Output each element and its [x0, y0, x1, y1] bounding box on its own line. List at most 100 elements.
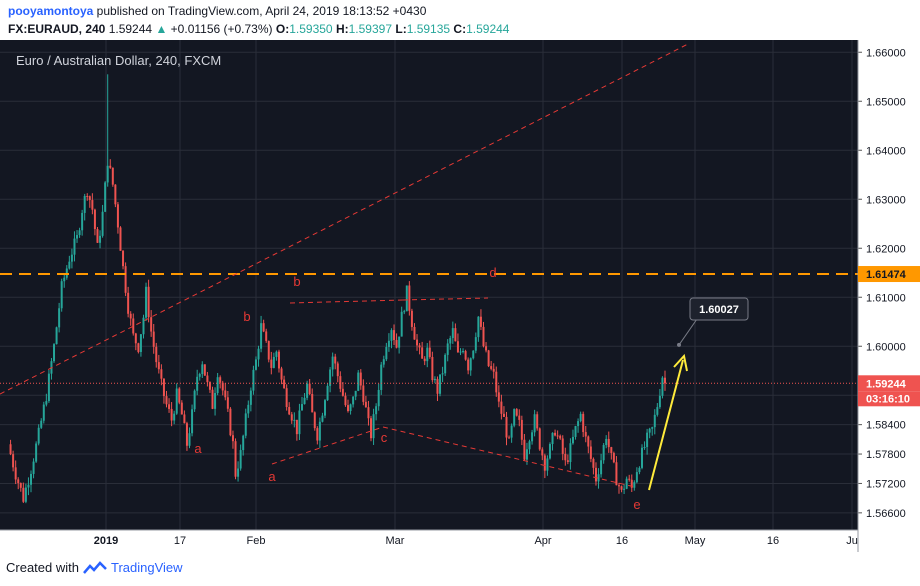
tradingview-brand[interactable]: TradingView	[110, 560, 183, 575]
candle-body	[564, 453, 567, 461]
chart-container[interactable]: a b a b c d e 1.60027 1.66000 1.65000 1.64000 1.63…	[0, 40, 920, 552]
yellow-arrow-shaft	[648, 359, 684, 491]
candle-body	[433, 378, 436, 381]
candle-body	[390, 330, 393, 341]
candle-body	[122, 250, 125, 267]
candle-body	[362, 385, 365, 402]
high-value: 1.59397	[348, 22, 393, 36]
x-tick-label: May	[685, 535, 706, 547]
candle-body	[35, 443, 38, 462]
candle-body	[589, 446, 592, 459]
candle-body	[367, 407, 370, 419]
candle-body	[592, 458, 595, 468]
candle-body	[68, 261, 71, 269]
candle-body	[173, 413, 176, 421]
candle-body	[633, 482, 636, 488]
candle-body	[416, 339, 419, 346]
x-tick-label: Feb	[247, 535, 266, 547]
open-value: 1.59350	[289, 22, 333, 36]
candle-body	[569, 443, 572, 463]
candle-body	[22, 487, 25, 502]
candle-body	[129, 313, 132, 319]
candle-body	[63, 277, 66, 282]
candle-body	[651, 427, 654, 429]
wave-label: c	[381, 430, 388, 445]
candle-body	[646, 432, 649, 448]
candle-body	[37, 427, 40, 444]
candle-body	[277, 351, 280, 369]
yellow-arrow-head	[673, 353, 688, 372]
candle-body	[612, 453, 615, 463]
candle-body	[260, 323, 263, 349]
candle-body	[201, 364, 204, 374]
candle-body	[382, 359, 385, 365]
candle-body	[347, 405, 350, 412]
price-chart[interactable]: a b a b c d e 1.60027 1.66000 1.65000 1.64000 1.63…	[0, 40, 920, 552]
candle-body	[147, 286, 150, 318]
candle-body	[208, 382, 211, 390]
candle-body	[377, 389, 380, 407]
candle-body	[380, 364, 383, 390]
candle-body	[206, 375, 209, 383]
candle-body	[293, 419, 296, 421]
candle-body	[109, 165, 112, 168]
high-label: H:	[335, 22, 349, 36]
candle-body	[625, 478, 628, 489]
candle-body	[272, 356, 275, 368]
candle-body	[400, 311, 403, 337]
candle-body	[364, 401, 367, 408]
candle-body	[203, 364, 206, 376]
candle-body	[617, 485, 620, 487]
candle-body	[559, 435, 562, 439]
candle-body	[247, 404, 250, 414]
candle-body	[211, 389, 214, 409]
candle-body	[127, 292, 130, 314]
candle-body	[469, 358, 472, 371]
candle-body	[441, 373, 444, 375]
candle-body	[439, 374, 442, 394]
candle-body	[216, 377, 219, 394]
candle-body	[111, 167, 114, 185]
candle-body	[421, 347, 424, 359]
y-tick-label: 1.62000	[866, 243, 906, 255]
candle-body	[500, 401, 503, 414]
candle-body	[525, 449, 528, 460]
callout-text: 1.60027	[699, 304, 739, 316]
countdown-text: 03:16:10	[866, 393, 910, 405]
candle-body	[418, 345, 421, 348]
low-value: 1.59135	[406, 22, 451, 36]
y-tick-label: 1.58400	[866, 420, 906, 432]
candle-body	[86, 195, 89, 197]
candle-body	[91, 200, 94, 210]
candle-body	[600, 460, 603, 475]
candles	[9, 74, 666, 504]
candle-body	[275, 351, 278, 357]
candle-body	[142, 317, 145, 335]
y-tick-label: 1.57200	[866, 478, 906, 490]
candle-body	[267, 340, 270, 360]
candle-body	[615, 462, 618, 486]
candle-body	[214, 393, 217, 409]
candle-body	[55, 327, 58, 345]
candle-body	[254, 359, 257, 370]
candle-body	[288, 407, 291, 415]
candle-body	[653, 414, 656, 428]
price-axis-label-text: 1.61474	[866, 269, 907, 281]
candle-body	[99, 235, 102, 243]
candle-body	[162, 378, 165, 397]
candle-body	[157, 362, 160, 370]
candle-body	[623, 488, 626, 490]
published-text: published on TradingView.com, April 24, …	[93, 4, 427, 18]
callout-anchor	[677, 342, 681, 347]
up-triangle-icon: ▲	[155, 22, 168, 36]
candle-body	[326, 385, 329, 401]
candle-body	[234, 441, 237, 477]
candle-body	[313, 412, 316, 429]
author-name[interactable]: pooyamontoya	[8, 4, 94, 18]
candle-body	[548, 444, 551, 459]
candle-body	[17, 479, 20, 484]
candle-body	[339, 376, 342, 389]
candle-body	[495, 371, 498, 393]
candle-body	[270, 359, 273, 368]
candle-body	[185, 423, 188, 446]
